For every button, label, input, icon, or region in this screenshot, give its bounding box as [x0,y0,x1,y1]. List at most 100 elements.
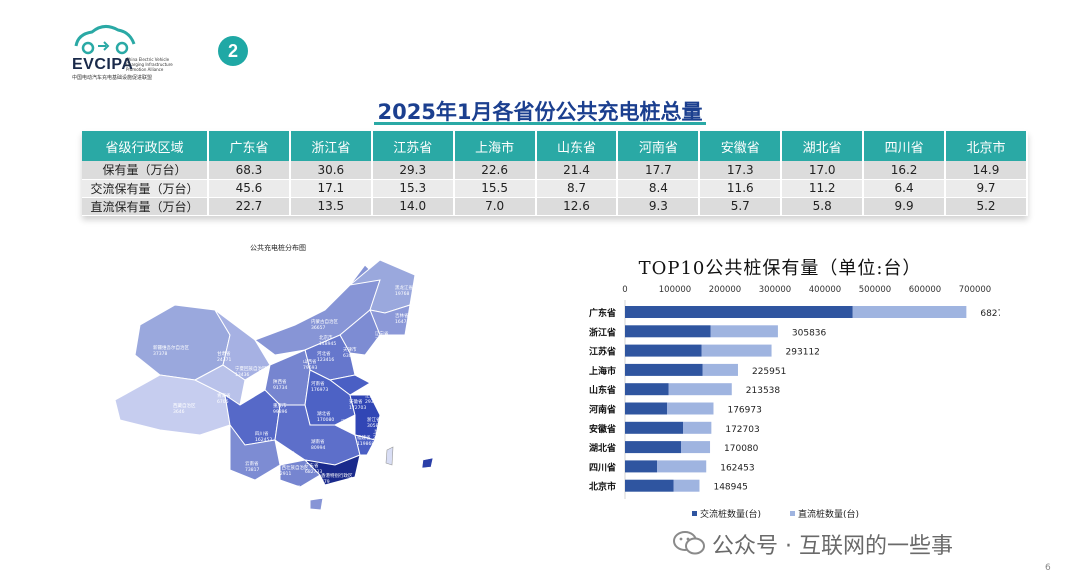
table-row: 保有量（万台） 68.3 30.6 29.3 22.6 21.4 17.7 17… [82,161,1028,180]
map-label-name: 山西省 [303,358,317,365]
bar-dc [667,402,714,415]
y-tick-label: 安徽省 [589,423,616,435]
map-label-name: 宁夏回族自治区 [235,365,267,372]
map-label-name: 辽宁省 [375,330,389,337]
map-label-value: 0 [369,465,372,471]
table-cell: 15.3 [371,179,455,198]
bar-dc [710,325,778,338]
map-label-name: 陕西省 [273,378,287,385]
map-label-value: 172703 [349,405,366,411]
bar-dc [657,460,707,473]
map-label-value: 24371 [217,357,231,363]
bar-total-label: 213538 [746,386,781,396]
y-tick-label: 河南省 [589,404,616,416]
map-label-name: 新疆维吾尔自治区 [153,344,189,351]
map-label-value: 35686 [375,337,389,343]
table-cell: 68.3 [208,161,291,180]
map-label-value: 305836 [367,423,384,429]
bar-ac [625,421,683,434]
table-header-cell: 四川省 [863,131,947,161]
map-label-value: 213538 [357,373,374,379]
map-label-value: 6706 [217,399,229,405]
china-charging-map: 黑龙江省19768内蒙古自治区36657吉林省16474辽宁省35686北京市1… [114,259,434,511]
table-header-cell: 山东省 [535,131,619,161]
table-cell: 5.7 [699,197,783,216]
map-label-value: 176973 [311,387,328,393]
legend-label: 直流桩数量(台) [798,508,859,520]
table-cell: 17.3 [699,161,783,180]
map-label-name: 江苏省 [365,392,379,399]
x-tick-label: 500000 [859,285,891,295]
x-tick-label: 400000 [809,285,841,295]
map-label-name: 台湾省 [369,458,383,465]
map-label-name: 河北省 [317,350,331,357]
legend-label: 交流桩数量(台) [700,508,761,520]
x-tick-label: 700000 [959,285,991,295]
bar-dc [702,363,738,376]
table-header-cell: 安徽省 [699,131,783,161]
map-label-name: 吉林省 [395,312,409,319]
map-region-fujian [354,434,376,456]
x-tick-label: 600000 [909,285,941,295]
map-label-value: 54337 [281,457,295,463]
table-row: 交流保有量（万台） 45.6 17.1 15.3 15.5 8.7 8.4 11… [82,179,1028,198]
table-header-cell: 河南省 [617,131,701,161]
bar-dc [701,344,772,357]
bar-total-label: 162453 [720,463,754,473]
table-cell: 5.2 [945,197,1028,216]
map-label-name: 广西壮族自治区 [277,464,309,471]
map-label-value: 293112 [365,399,382,405]
bar-total-label: 225951 [752,367,786,377]
watermark-text: 公众号 · 互联网的一些事 [712,534,953,559]
map-region-hainan [309,497,324,511]
bar-total-label: 176973 [727,406,761,416]
map-label-value: 63074 [343,353,357,359]
bar-total-label: 170080 [724,444,759,454]
map-label-name: 安徽省 [349,398,363,405]
map-label-value: 225951 [373,435,390,441]
table-cell: 45.6 [208,179,291,198]
page-title: 2025年1月各省份公共充电桩总量 [377,100,703,124]
map-label-name: 湖北省 [317,410,331,417]
map-label-name: 福建省 [357,434,371,441]
bar-total-label: 305836 [792,328,827,338]
map-label-name: 广东省 [305,462,319,469]
bar-ac [625,441,681,454]
bar-ac [625,363,703,376]
bar-dc [852,306,967,318]
map-label-value: 19768 [395,291,409,297]
table-cell: 9.7 [945,179,1028,198]
map-label-name: 湖南省 [311,438,325,445]
map-region-guangdong [303,454,361,486]
map-label-name: 香港特别行政区 [321,472,353,479]
table-cell: 13.5 [289,197,373,216]
y-tick-label: 广东省 [589,307,616,319]
map-label-value: 62911 [277,471,291,477]
map-label-value: 3646 [173,409,185,415]
map-label-name: 江西省 [341,418,355,425]
map-label-name: 浙江省 [367,416,381,423]
logo-name: EVCIPA [72,56,134,73]
bar-total-label: 682733 [980,309,1000,319]
table-cell: 7.0 [453,197,537,216]
legend-swatch [790,511,795,516]
map-label-value: 80994 [311,445,325,451]
map-label-value: 13436 [235,372,249,378]
table-cell: 17.0 [781,161,865,180]
map-label-value: 170080 [317,417,334,423]
table-header-row: 省级行政区域 广东省 浙江省 江苏省 上海市 山东省 河南省 安徽省 湖北省 四… [82,131,1028,161]
map-label-value: 148945 [319,341,336,347]
table-cell: 29.3 [371,161,455,180]
table-cell: 30.6 [289,161,373,180]
table-cell: 11.2 [781,179,865,198]
table-cell: 22.7 [208,197,291,216]
table-header-cell: 上海市 [453,131,537,161]
map-label-name: 四川省 [255,430,269,437]
y-tick-label: 北京市 [589,481,616,493]
table-cell: 8.7 [535,179,619,198]
map-label-value: 123416 [317,357,334,363]
map-label-value: 16474 [395,319,409,325]
map-label-name: 河南省 [311,380,325,387]
bar-total-label: 172703 [725,425,759,435]
x-tick-label: 200000 [709,285,741,295]
